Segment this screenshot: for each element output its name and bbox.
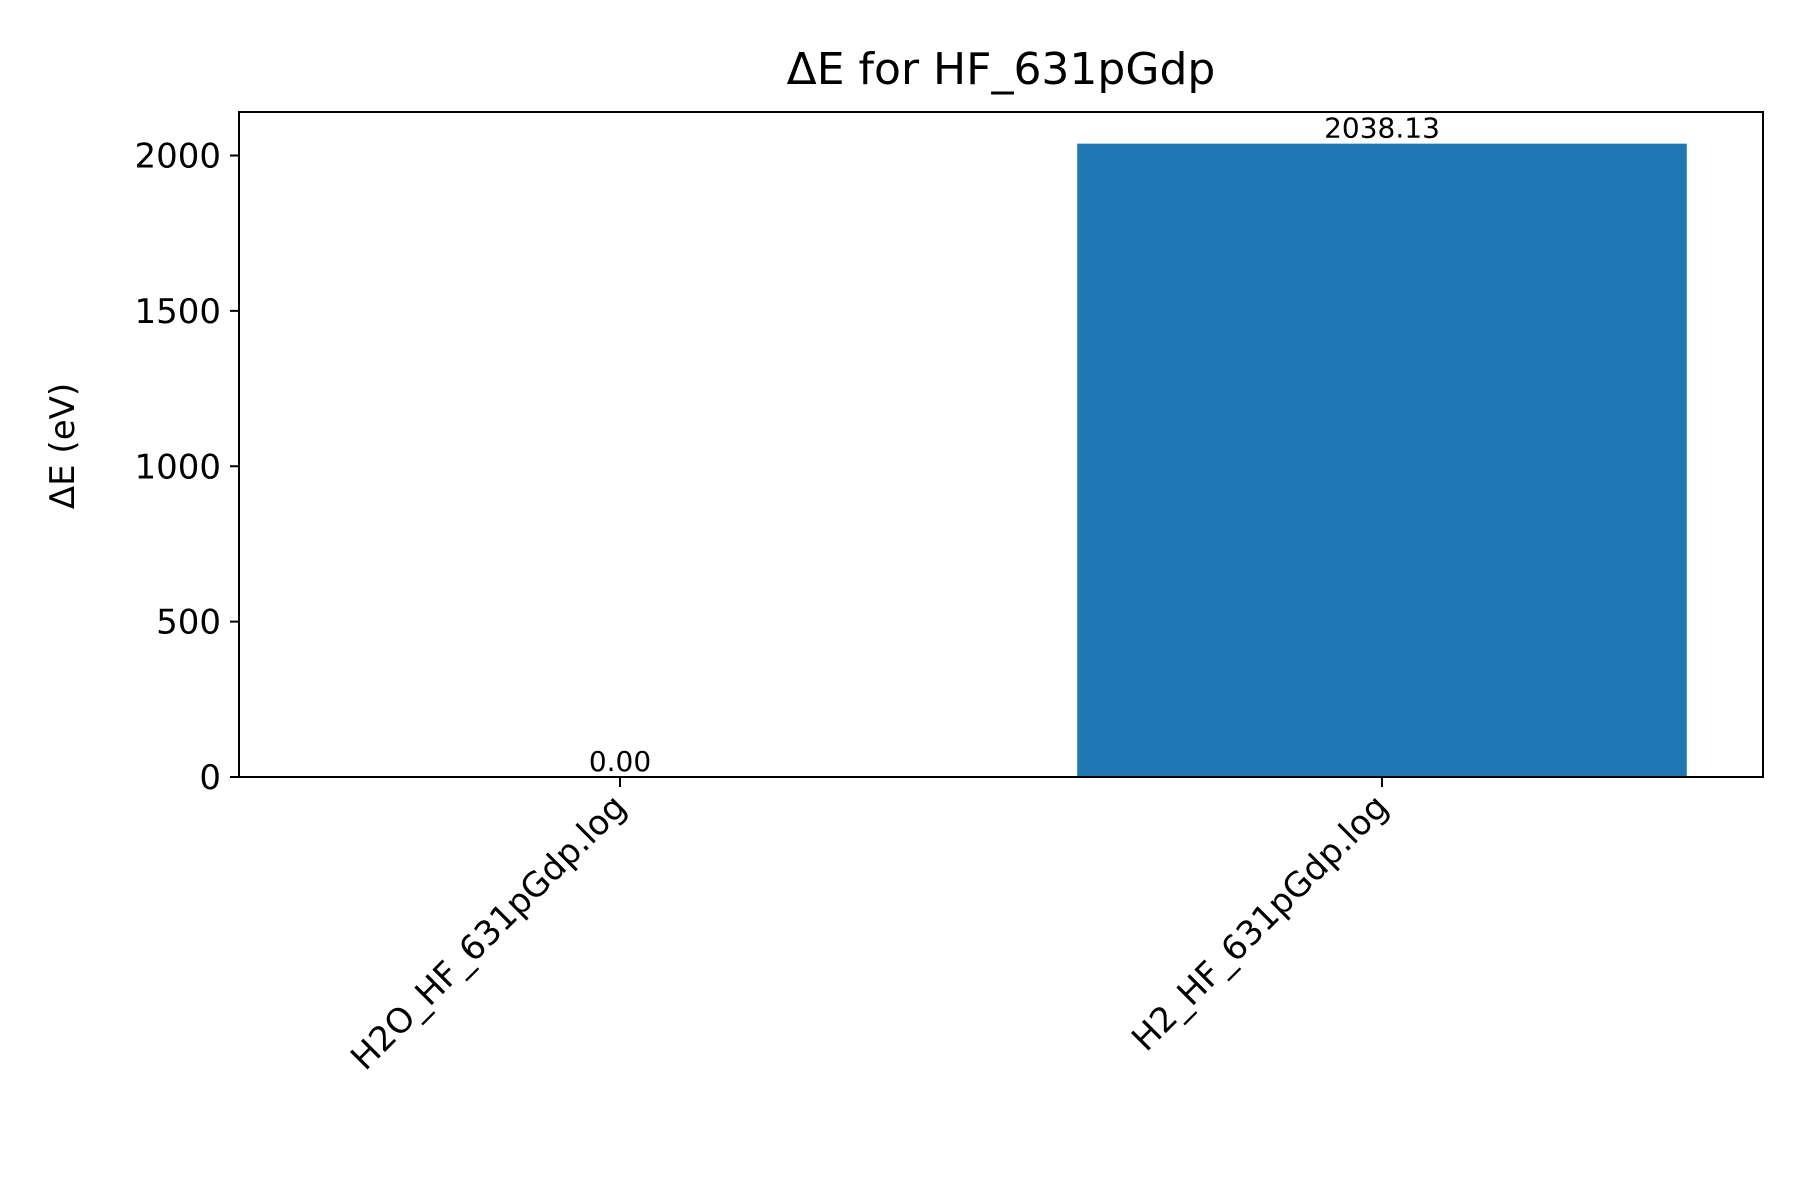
y-tick-label-4: 2000 — [134, 137, 221, 177]
x-tick-label-0: H2O_HF_631pGdp.log — [343, 787, 634, 1078]
chart-title: ΔE for HF_631pGdp — [787, 44, 1216, 95]
y-tick-label-1: 500 — [156, 603, 221, 643]
bar-value-label-0: 0.00 — [589, 745, 651, 778]
y-tick-label-2: 1000 — [134, 447, 221, 487]
bar-value-label-1: 2038.13 — [1324, 112, 1440, 145]
bars-group: 0.00 2038.13 — [589, 112, 1687, 778]
x-ticks-group: H2O_HF_631pGdp.log H2_HF_631pGdp.log — [343, 777, 1396, 1078]
y-tick-label-0: 0 — [199, 758, 221, 798]
plot-frame — [238, 111, 1764, 778]
y-tick-label-3: 1500 — [134, 292, 221, 332]
y-ticks-group: 0 500 1000 1500 2000 — [134, 137, 239, 798]
x-tick-label-1: H2_HF_631pGdp.log — [1124, 787, 1396, 1059]
bar-1 — [1077, 143, 1687, 777]
y-axis-label: ΔE (eV) — [43, 383, 83, 509]
